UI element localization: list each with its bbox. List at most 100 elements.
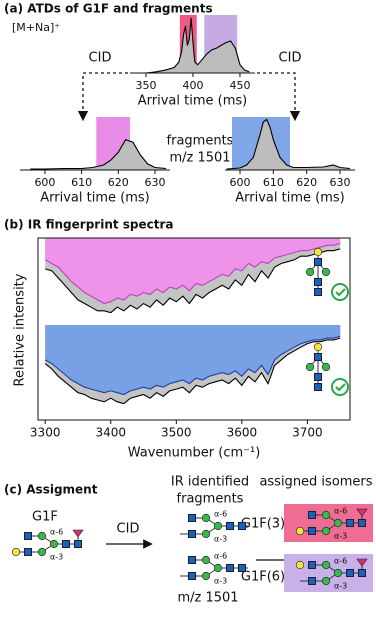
cid-label: CID (89, 51, 112, 66)
linkage-label: α-6 (50, 528, 63, 537)
glycan-circle (201, 529, 211, 539)
check-mark (335, 383, 346, 392)
glycan-square (346, 519, 354, 527)
glycan-square (62, 540, 70, 548)
glycan-circle (201, 555, 211, 565)
spectrum-line (45, 248, 341, 314)
check-badge (331, 378, 349, 396)
glycan-square (226, 564, 234, 572)
glycan-circle (37, 547, 47, 557)
x-tick-label: 400 (182, 79, 203, 92)
x-tick-label: 3700 (292, 426, 323, 440)
x-tick-label: 3600 (227, 426, 258, 440)
glycan-square (188, 530, 196, 538)
glycan-circle (321, 560, 331, 570)
x-tick-label: 600 (34, 176, 55, 189)
x-tick-label: 600 (230, 176, 251, 189)
glycan-square (24, 548, 32, 556)
glycan-square (308, 511, 316, 519)
linkage-label: α-3 (214, 577, 227, 586)
spectrum-line (30, 139, 167, 170)
check-mark (335, 288, 346, 297)
linkage-label: α-3 (334, 532, 347, 541)
linkage-label: α-3 (50, 553, 63, 562)
linkage-label: α-6 (334, 507, 347, 516)
cid-label: CID (117, 522, 140, 537)
x-tick-label: 3400 (95, 426, 126, 440)
x-tick-label: 350 (135, 79, 156, 92)
spectrum-line (226, 118, 351, 170)
glycan-circle (295, 560, 305, 570)
panel-c-title: (c) Assigment (4, 483, 98, 497)
glycan-circle (321, 267, 331, 277)
x-tick-label: 620 (108, 176, 129, 189)
isomers-title: assigned isomers (259, 475, 372, 490)
y-axis-label: Relative intensity (13, 273, 28, 386)
glycan-circle (321, 510, 331, 520)
check-badge (331, 283, 349, 301)
x-tick-label: 630 (330, 176, 351, 189)
glycan-triangle (356, 558, 368, 567)
glycan-square (314, 278, 322, 286)
isomer-label: G1F(3) (241, 517, 285, 532)
x-axis-label: Arrival time (ms) (40, 191, 149, 206)
glycan-circle (333, 518, 343, 528)
fragments-title: fragments (177, 492, 244, 507)
spectrum-line (44, 335, 341, 396)
x-axis-label: Wavenumber (cm⁻¹) (128, 446, 261, 461)
isomer-label: G1F(6) (241, 570, 285, 585)
linkage-label: α-6 (214, 552, 227, 561)
glycan-circle (295, 526, 305, 536)
x-tick-label: 620 (296, 176, 317, 189)
x-tick-label: 450 (229, 79, 250, 92)
glycan-triangle (72, 529, 84, 538)
x-axis-label: Arrival time (ms) (138, 94, 247, 109)
glycan-square (226, 522, 234, 530)
glycan-circle (213, 521, 223, 531)
glycan-square (238, 522, 246, 530)
glycan-square (314, 353, 322, 361)
fragments-title: IR identified (171, 475, 249, 490)
glycan-circle (313, 342, 323, 352)
fragment-label: m/z 1501 (169, 151, 230, 166)
glycan-triangle (356, 508, 368, 517)
glycan-square (24, 532, 32, 540)
glycan-square (314, 258, 322, 266)
glycan-circle (313, 247, 323, 257)
linkage-label: α-3 (334, 582, 347, 591)
panel-b-title: (b) IR fingerprint spectra (4, 218, 174, 232)
spectrum-line (44, 242, 341, 305)
glycan-square (188, 556, 196, 564)
glycan-circle (321, 362, 331, 372)
glycan-square (238, 564, 246, 572)
precursor-label: G1F (32, 510, 58, 525)
glycan-square (308, 577, 316, 585)
glycan-circle (305, 267, 315, 277)
area-fill (30, 139, 166, 170)
glycan-square (314, 288, 322, 296)
glycan-circle (321, 526, 331, 536)
glycan-square (358, 519, 366, 527)
x-tick-label: 610 (263, 176, 284, 189)
glycan-square (188, 572, 196, 580)
spectrum-line (44, 337, 341, 405)
x-tick-label: 610 (71, 176, 92, 189)
panel-a-title: (a) ATDs of G1F and fragments (4, 2, 213, 16)
glycan-circle (321, 576, 331, 586)
fragment-label: fragments (167, 134, 234, 149)
x-tick-label: 3500 (161, 426, 192, 440)
ion-label: [M+Na]⁺ (12, 21, 60, 34)
cid-arrow (257, 72, 301, 122)
spectrum-line (136, 17, 250, 74)
linkage-label: α-3 (214, 535, 227, 544)
glycan-square (308, 527, 316, 535)
area-fill (45, 238, 341, 304)
x-tick-label: 630 (144, 176, 165, 189)
glycan-square (308, 561, 316, 569)
x-tick-label: 3300 (30, 426, 61, 440)
area-fill (45, 325, 341, 395)
glycan-square (188, 514, 196, 522)
fragment-mz: m/z 1501 (177, 591, 238, 606)
cid-arrow (77, 72, 128, 122)
